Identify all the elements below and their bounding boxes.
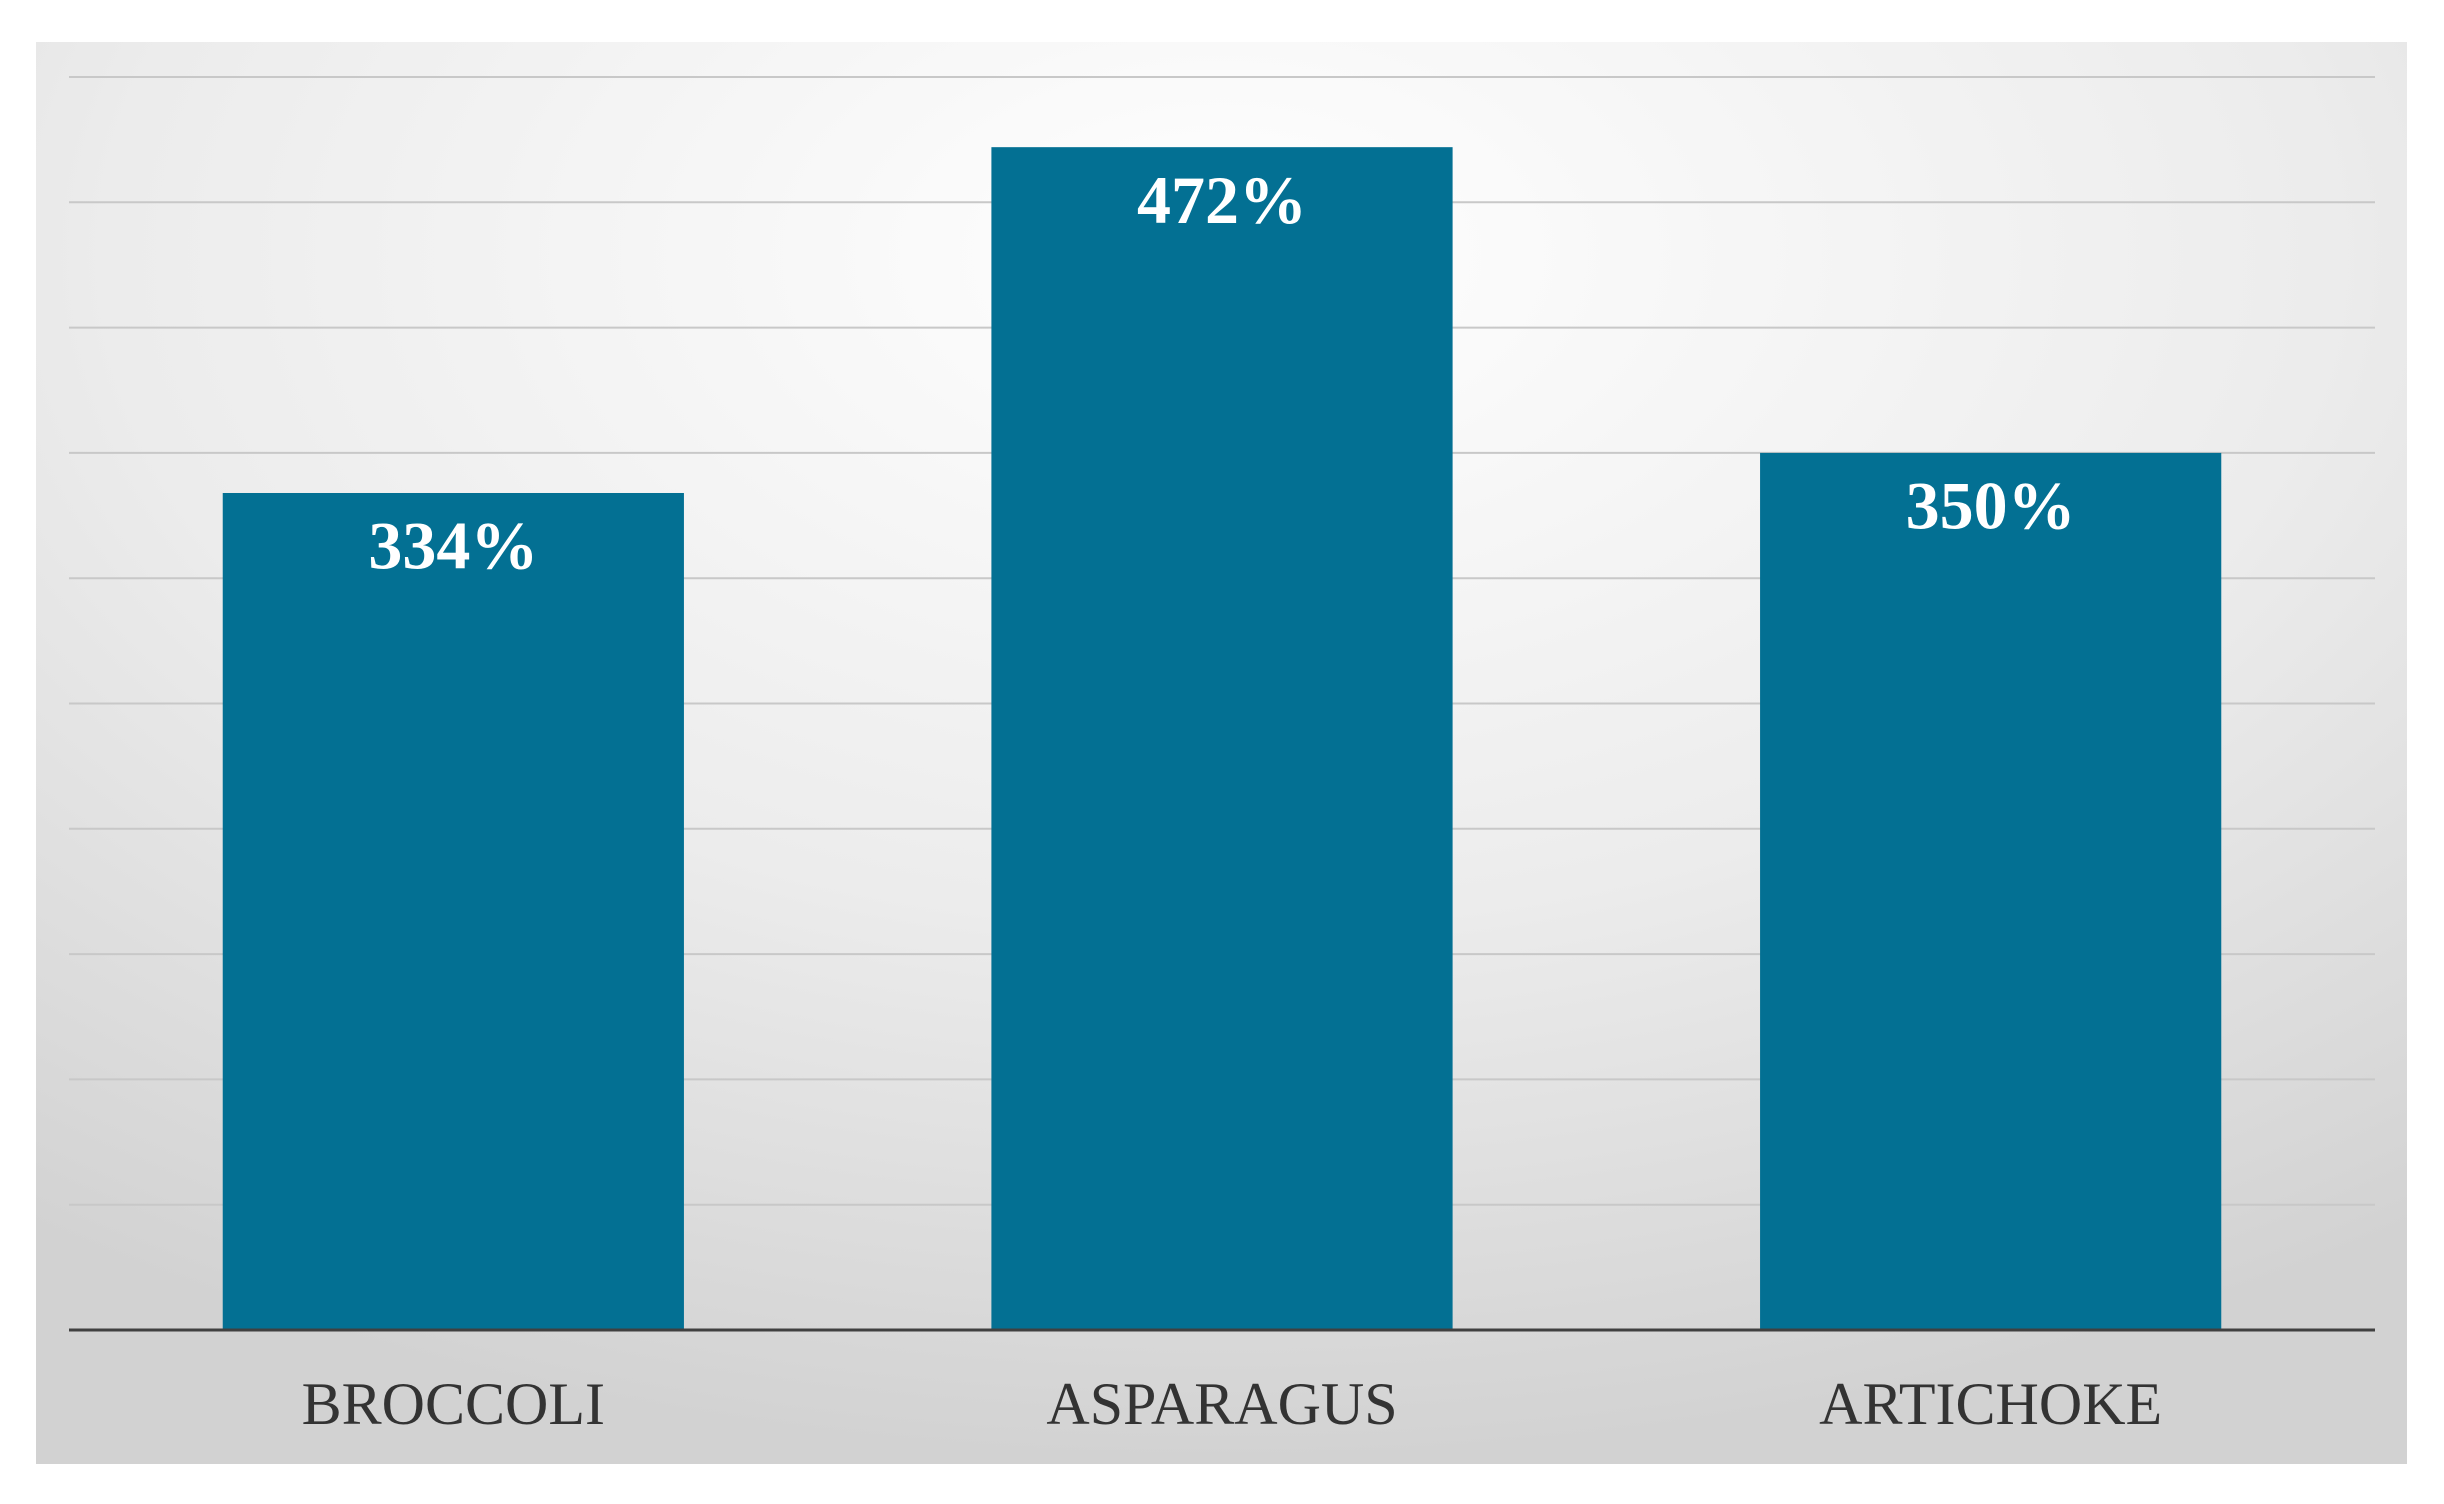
x-tick-label: ARTICHOKE — [1819, 1371, 2162, 1437]
x-tick-label: ASPARAGUS — [1046, 1371, 1397, 1437]
x-tick-label: BROCCOLI — [302, 1371, 605, 1437]
bar — [222, 492, 684, 1331]
data-label: 350% — [1906, 468, 2076, 544]
bar — [1760, 452, 2222, 1330]
bar — [991, 147, 1453, 1331]
data-label: 472% — [1137, 162, 1307, 238]
data-label: 334% — [368, 508, 538, 584]
